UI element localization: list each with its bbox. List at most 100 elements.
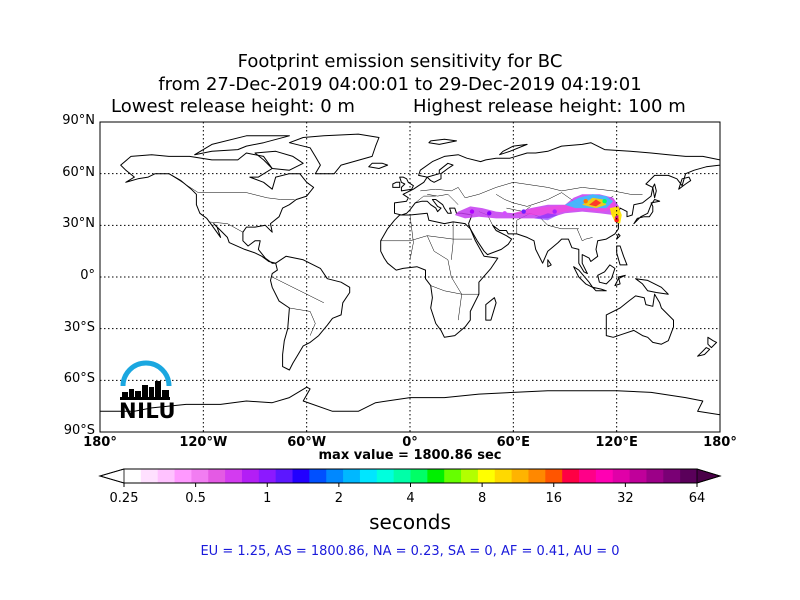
colorbar-segment bbox=[241, 469, 260, 483]
x-tick-label: 120°W bbox=[179, 435, 228, 450]
coastline-sulawesi bbox=[614, 274, 626, 287]
border-14 bbox=[495, 194, 548, 207]
regional-totals: EU = 1.25, AS = 1800.86, NA = 0.23, SA =… bbox=[200, 544, 620, 559]
plume-speck-2 bbox=[502, 211, 507, 216]
coastline-south-america bbox=[270, 255, 351, 371]
x-tick-label: 180° bbox=[703, 435, 737, 450]
coastline-eurasia bbox=[394, 142, 720, 275]
coastline-japan bbox=[633, 199, 661, 225]
coastline-sri-lanka bbox=[547, 259, 552, 268]
colorbar-tick-label: 4 bbox=[406, 491, 415, 506]
colorbar-segment bbox=[208, 469, 226, 483]
country-borders bbox=[168, 173, 643, 336]
logo-building bbox=[162, 390, 169, 398]
coastline-madagascar bbox=[485, 297, 497, 321]
border-1 bbox=[208, 221, 244, 233]
x-tick-label: 120°E bbox=[595, 435, 638, 450]
plume-speck-5 bbox=[602, 199, 607, 204]
colorbar-segment bbox=[562, 469, 580, 483]
colorbar-tick-label: 2 bbox=[334, 491, 344, 506]
colorbar-tick-label: 32 bbox=[617, 491, 634, 506]
chart-title-line2: from 27-Dec-2019 04:00:01 to 29-Dec-2019… bbox=[158, 74, 642, 95]
logo-building bbox=[149, 387, 154, 398]
colorbar-segment bbox=[343, 469, 361, 483]
coastline-canadian-arctic bbox=[194, 135, 290, 156]
coastline-new-guinea bbox=[635, 278, 669, 295]
colorbar-segment bbox=[191, 469, 209, 483]
chart-title-line1: Footprint emission sensitivity for BC bbox=[237, 51, 563, 72]
colorbar-segment bbox=[309, 469, 327, 483]
y-tick-label: 90°S bbox=[63, 423, 95, 438]
coastline-new-zealand-n bbox=[707, 336, 718, 349]
x-tick-label: 60°E bbox=[496, 435, 531, 450]
border-17 bbox=[427, 194, 459, 205]
coastline-baffin bbox=[254, 150, 304, 171]
x-tick-label: 0° bbox=[402, 435, 418, 450]
y-tick-label: 90°N bbox=[62, 113, 95, 128]
colorbar-segment bbox=[680, 469, 698, 483]
logo-building bbox=[122, 392, 128, 398]
plume-speck-1 bbox=[487, 211, 492, 216]
colorbar-segment bbox=[461, 469, 479, 483]
y-tick-label: 60°N bbox=[62, 164, 95, 180]
colorbar-tick-label: 8 bbox=[477, 491, 487, 506]
border-6 bbox=[426, 235, 462, 321]
colorbar-segment bbox=[225, 469, 243, 483]
y-tick-label: 0° bbox=[80, 268, 95, 283]
plume-region-7 bbox=[534, 213, 559, 221]
border-2 bbox=[289, 307, 316, 336]
colorbar-segment bbox=[292, 469, 310, 483]
y-tick-label: 30°N bbox=[62, 216, 95, 232]
nilu-logo bbox=[120, 360, 172, 400]
colorbar-segment bbox=[528, 469, 546, 483]
coastline-borneo bbox=[597, 264, 616, 285]
logo-building bbox=[135, 391, 141, 398]
coastline-kamchatka bbox=[678, 176, 692, 190]
coastline-novaya-zemlya bbox=[499, 143, 528, 156]
colorbar-segment bbox=[545, 469, 563, 483]
plume-speck-7 bbox=[614, 217, 619, 223]
logo-building bbox=[155, 381, 161, 398]
colorbar-segment bbox=[629, 469, 647, 483]
y-tick-label: 60°S bbox=[63, 371, 95, 387]
x-tick-label: 60°W bbox=[287, 435, 327, 450]
max-value-label: max value = 1800.86 sec bbox=[318, 448, 502, 463]
colorbar-segment bbox=[157, 469, 176, 483]
logo-base bbox=[120, 397, 170, 400]
graticule bbox=[100, 122, 720, 432]
highest-release-height: Highest release height: 100 m bbox=[413, 96, 686, 117]
logo-arc bbox=[120, 360, 172, 387]
plume-region-5 bbox=[609, 206, 622, 224]
logo-building bbox=[142, 385, 148, 398]
coastline-greenland bbox=[288, 133, 380, 175]
lowest-release-height: Lowest release height: 0 m bbox=[111, 96, 355, 117]
plume-speck-3 bbox=[521, 209, 526, 214]
colorbar-segment bbox=[393, 469, 411, 483]
border-18 bbox=[415, 195, 436, 204]
coastline-taiwan bbox=[616, 233, 621, 240]
colorbar-tick-label: 1 bbox=[263, 491, 272, 506]
plume-speck-4 bbox=[552, 209, 557, 214]
colorbar-segment bbox=[444, 469, 462, 483]
colorbar-segment bbox=[511, 469, 529, 483]
colorbar-segment bbox=[477, 469, 496, 483]
coastline-iceland bbox=[368, 162, 389, 169]
colorbar-tick-label: 0.5 bbox=[185, 491, 206, 506]
coastlines bbox=[100, 133, 720, 432]
plume-speck-0 bbox=[469, 209, 475, 214]
colorbar-segment bbox=[140, 469, 159, 483]
plume-speck-6 bbox=[583, 199, 588, 204]
colorbar-segment bbox=[595, 469, 614, 483]
colorbar-high-extend bbox=[696, 468, 722, 484]
colorbar bbox=[98, 468, 722, 487]
sensitivity-plume bbox=[454, 194, 622, 224]
y-tick-label: 30°S bbox=[63, 319, 95, 335]
colorbar-segment bbox=[359, 469, 378, 483]
colorbar-segment bbox=[376, 469, 395, 483]
border-9 bbox=[420, 182, 643, 199]
coastline-sakhalin bbox=[652, 183, 657, 199]
coastline-australia bbox=[605, 293, 674, 345]
coastline-africa bbox=[380, 212, 499, 338]
coastline-antarctica bbox=[100, 386, 720, 432]
